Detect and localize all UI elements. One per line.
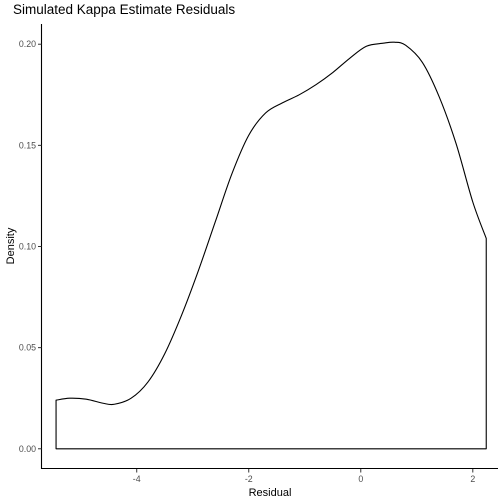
y-tick-label: 0.00: [19, 444, 36, 454]
y-tick-label: 0.10: [19, 242, 36, 252]
x-axis-ticks: -4 -2 0 2: [133, 469, 475, 484]
y-tick-label: 0.15: [19, 140, 36, 150]
y-axis-ticks: 0.00 0.05 0.10 0.15 0.20: [19, 39, 42, 454]
y-axis-title: Density: [5, 227, 17, 264]
plot-area: [55, 41, 487, 450]
y-tick-label: 0.20: [19, 39, 36, 49]
x-tick-label: -2: [245, 474, 253, 484]
x-tick-label: -4: [133, 474, 141, 484]
x-tick-label: 2: [470, 474, 475, 484]
y-tick-label: 0.05: [19, 343, 36, 353]
density-curve: [55, 41, 487, 450]
x-axis-title: Residual: [249, 487, 292, 499]
chart-title: Simulated Kappa Estimate Residuals: [13, 2, 235, 17]
x-tick-label: 0: [358, 474, 363, 484]
